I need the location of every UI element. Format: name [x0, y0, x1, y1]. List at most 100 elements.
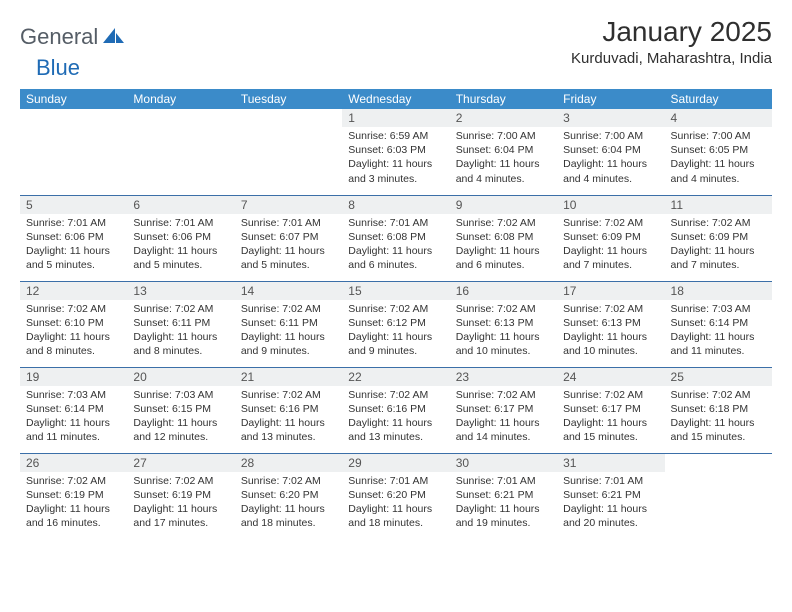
day-content: Sunrise: 7:02 AMSunset: 6:20 PMDaylight:… [235, 472, 342, 535]
day-number: 28 [235, 454, 342, 472]
day-cell: .. [127, 109, 234, 195]
day-cell: 11Sunrise: 7:02 AMSunset: 6:09 PMDayligh… [665, 195, 772, 281]
day-content: Sunrise: 7:03 AMSunset: 6:14 PMDaylight:… [20, 386, 127, 449]
day-content: Sunrise: 7:02 AMSunset: 6:19 PMDaylight:… [127, 472, 234, 535]
day-number: 2 [450, 109, 557, 127]
day-cell: 30Sunrise: 7:01 AMSunset: 6:21 PMDayligh… [450, 453, 557, 539]
day-number: 27 [127, 454, 234, 472]
day-content: Sunrise: 7:02 AMSunset: 6:13 PMDaylight:… [557, 300, 664, 363]
day-content: Sunrise: 7:02 AMSunset: 6:11 PMDaylight:… [127, 300, 234, 363]
logo-text-general: General [20, 24, 98, 50]
day-content: Sunrise: 7:03 AMSunset: 6:15 PMDaylight:… [127, 386, 234, 449]
day-cell: 4Sunrise: 7:00 AMSunset: 6:05 PMDaylight… [665, 109, 772, 195]
day-number: 29 [342, 454, 449, 472]
day-cell: 23Sunrise: 7:02 AMSunset: 6:17 PMDayligh… [450, 367, 557, 453]
day-content: Sunrise: 7:02 AMSunset: 6:16 PMDaylight:… [342, 386, 449, 449]
day-cell: 19Sunrise: 7:03 AMSunset: 6:14 PMDayligh… [20, 367, 127, 453]
day-header: Tuesday [235, 89, 342, 109]
day-header: Thursday [450, 89, 557, 109]
day-number: 7 [235, 196, 342, 214]
day-header: Saturday [665, 89, 772, 109]
day-content: Sunrise: 7:00 AMSunset: 6:04 PMDaylight:… [450, 127, 557, 190]
day-header: Monday [127, 89, 234, 109]
day-number: 11 [665, 196, 772, 214]
day-content: Sunrise: 7:02 AMSunset: 6:17 PMDaylight:… [450, 386, 557, 449]
day-number: 16 [450, 282, 557, 300]
week-row: ......1Sunrise: 6:59 AMSunset: 6:03 PMDa… [20, 109, 772, 195]
day-cell: 9Sunrise: 7:02 AMSunset: 6:08 PMDaylight… [450, 195, 557, 281]
day-cell: .. [235, 109, 342, 195]
day-number: 22 [342, 368, 449, 386]
week-row: 26Sunrise: 7:02 AMSunset: 6:19 PMDayligh… [20, 453, 772, 539]
calendar-table: SundayMondayTuesdayWednesdayThursdayFrid… [20, 89, 772, 539]
day-content: Sunrise: 7:01 AMSunset: 6:20 PMDaylight:… [342, 472, 449, 535]
day-cell: 5Sunrise: 7:01 AMSunset: 6:06 PMDaylight… [20, 195, 127, 281]
day-content: Sunrise: 7:02 AMSunset: 6:10 PMDaylight:… [20, 300, 127, 363]
week-row: 19Sunrise: 7:03 AMSunset: 6:14 PMDayligh… [20, 367, 772, 453]
logo-sail-icon [103, 26, 125, 49]
day-number: 6 [127, 196, 234, 214]
day-cell: 26Sunrise: 7:02 AMSunset: 6:19 PMDayligh… [20, 453, 127, 539]
day-cell: 15Sunrise: 7:02 AMSunset: 6:12 PMDayligh… [342, 281, 449, 367]
day-content: Sunrise: 7:02 AMSunset: 6:18 PMDaylight:… [665, 386, 772, 449]
logo-text-blue: Blue [36, 55, 80, 81]
day-number: 24 [557, 368, 664, 386]
day-content: Sunrise: 7:02 AMSunset: 6:09 PMDaylight:… [557, 214, 664, 277]
day-cell: 10Sunrise: 7:02 AMSunset: 6:09 PMDayligh… [557, 195, 664, 281]
day-cell: .. [665, 453, 772, 539]
day-content: Sunrise: 7:02 AMSunset: 6:09 PMDaylight:… [665, 214, 772, 277]
day-content: Sunrise: 7:02 AMSunset: 6:08 PMDaylight:… [450, 214, 557, 277]
day-cell: 21Sunrise: 7:02 AMSunset: 6:16 PMDayligh… [235, 367, 342, 453]
day-number: 19 [20, 368, 127, 386]
day-number: 12 [20, 282, 127, 300]
day-cell: 22Sunrise: 7:02 AMSunset: 6:16 PMDayligh… [342, 367, 449, 453]
day-cell: 20Sunrise: 7:03 AMSunset: 6:15 PMDayligh… [127, 367, 234, 453]
day-number: 14 [235, 282, 342, 300]
day-content: Sunrise: 7:01 AMSunset: 6:06 PMDaylight:… [127, 214, 234, 277]
day-number: 21 [235, 368, 342, 386]
day-content: Sunrise: 7:01 AMSunset: 6:21 PMDaylight:… [557, 472, 664, 535]
day-header-row: SundayMondayTuesdayWednesdayThursdayFrid… [20, 89, 772, 109]
day-content: Sunrise: 7:00 AMSunset: 6:05 PMDaylight:… [665, 127, 772, 190]
day-cell: 24Sunrise: 7:02 AMSunset: 6:17 PMDayligh… [557, 367, 664, 453]
day-cell: 31Sunrise: 7:01 AMSunset: 6:21 PMDayligh… [557, 453, 664, 539]
day-number: 30 [450, 454, 557, 472]
day-number: 5 [20, 196, 127, 214]
day-content: Sunrise: 7:02 AMSunset: 6:19 PMDaylight:… [20, 472, 127, 535]
day-number: 20 [127, 368, 234, 386]
day-number: 9 [450, 196, 557, 214]
day-cell: 29Sunrise: 7:01 AMSunset: 6:20 PMDayligh… [342, 453, 449, 539]
day-header: Sunday [20, 89, 127, 109]
day-content: Sunrise: 6:59 AMSunset: 6:03 PMDaylight:… [342, 127, 449, 190]
day-cell: 25Sunrise: 7:02 AMSunset: 6:18 PMDayligh… [665, 367, 772, 453]
day-cell: 28Sunrise: 7:02 AMSunset: 6:20 PMDayligh… [235, 453, 342, 539]
day-content: Sunrise: 7:03 AMSunset: 6:14 PMDaylight:… [665, 300, 772, 363]
day-number: 15 [342, 282, 449, 300]
day-content: Sunrise: 7:01 AMSunset: 6:21 PMDaylight:… [450, 472, 557, 535]
day-number: 13 [127, 282, 234, 300]
month-title: January 2025 [571, 16, 772, 48]
day-number: 3 [557, 109, 664, 127]
week-row: 12Sunrise: 7:02 AMSunset: 6:10 PMDayligh… [20, 281, 772, 367]
day-cell: .. [20, 109, 127, 195]
logo: General [20, 16, 127, 50]
location: Kurduvadi, Maharashtra, India [571, 50, 772, 67]
day-content: Sunrise: 7:02 AMSunset: 6:11 PMDaylight:… [235, 300, 342, 363]
day-number: 23 [450, 368, 557, 386]
day-number: 10 [557, 196, 664, 214]
day-cell: 2Sunrise: 7:00 AMSunset: 6:04 PMDaylight… [450, 109, 557, 195]
day-cell: 18Sunrise: 7:03 AMSunset: 6:14 PMDayligh… [665, 281, 772, 367]
day-cell: 7Sunrise: 7:01 AMSunset: 6:07 PMDaylight… [235, 195, 342, 281]
day-cell: 16Sunrise: 7:02 AMSunset: 6:13 PMDayligh… [450, 281, 557, 367]
day-cell: 8Sunrise: 7:01 AMSunset: 6:08 PMDaylight… [342, 195, 449, 281]
day-number: 18 [665, 282, 772, 300]
day-content: Sunrise: 7:00 AMSunset: 6:04 PMDaylight:… [557, 127, 664, 190]
day-content: Sunrise: 7:02 AMSunset: 6:16 PMDaylight:… [235, 386, 342, 449]
week-row: 5Sunrise: 7:01 AMSunset: 6:06 PMDaylight… [20, 195, 772, 281]
day-cell: 27Sunrise: 7:02 AMSunset: 6:19 PMDayligh… [127, 453, 234, 539]
day-number: 8 [342, 196, 449, 214]
day-header: Friday [557, 89, 664, 109]
day-header: Wednesday [342, 89, 449, 109]
day-number: 1 [342, 109, 449, 127]
day-cell: 3Sunrise: 7:00 AMSunset: 6:04 PMDaylight… [557, 109, 664, 195]
